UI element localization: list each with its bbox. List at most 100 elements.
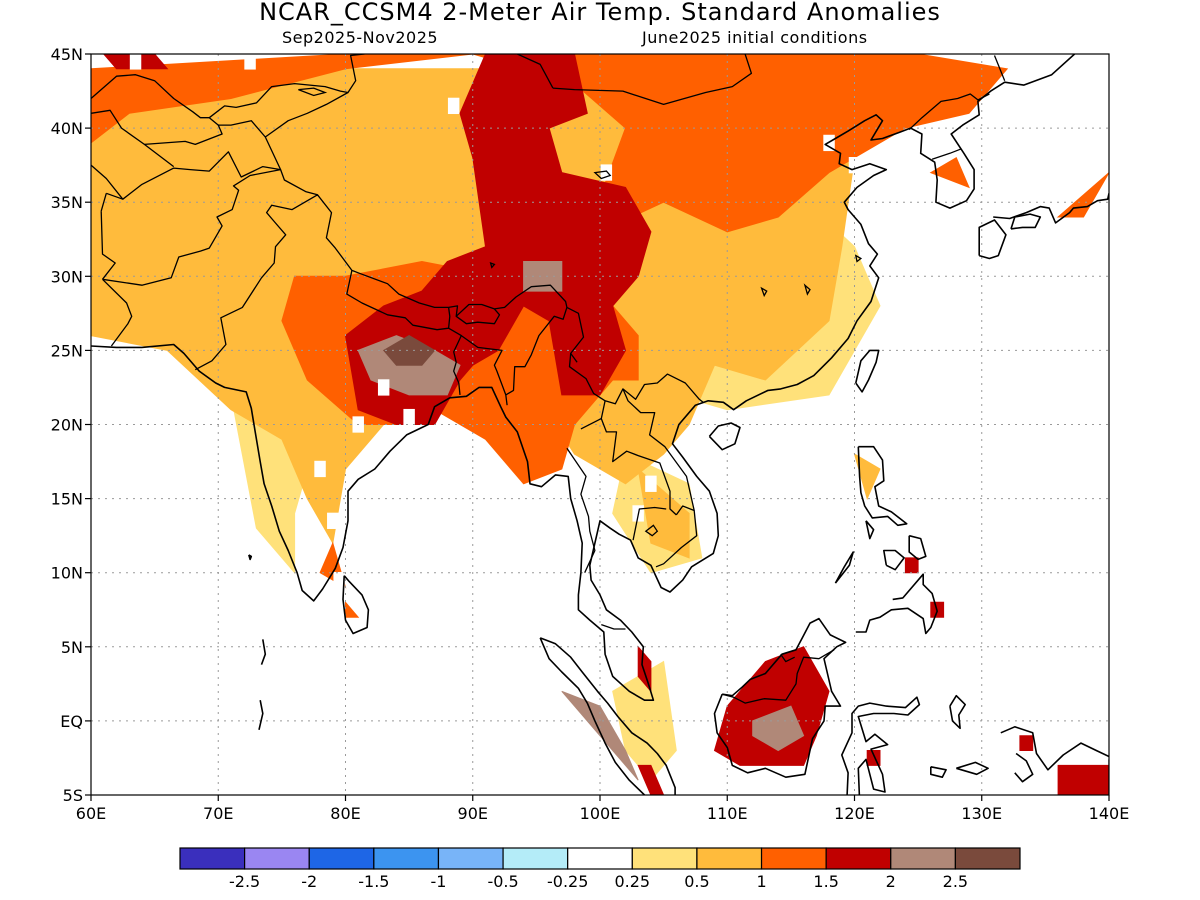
longitude-axis: 60E 70E 80E 90E 100E 110E 120E 130E 140E xyxy=(76,795,1130,823)
coastline-15 xyxy=(956,761,989,776)
coastline-21 xyxy=(248,554,253,561)
colorbar-label-6: 0.25 xyxy=(614,872,650,891)
lake-4 xyxy=(489,261,496,269)
coastline-12 xyxy=(1014,752,1034,783)
coastline-0 xyxy=(91,54,1076,702)
anomaly-region-2-3 xyxy=(1056,172,1109,218)
colorbar-swatch-5 xyxy=(502,847,569,870)
border-17 xyxy=(622,388,695,511)
colorbar-label-11: 2.5 xyxy=(943,872,968,891)
border-10 xyxy=(505,307,568,396)
coastline-5 xyxy=(857,445,908,527)
lat-tick-label-1: 40N xyxy=(51,119,83,138)
border-19 xyxy=(722,649,835,704)
lon-tick-label-8: 140E xyxy=(1089,804,1130,823)
lake-1 xyxy=(593,170,612,180)
lat-tick-label-6: 15N xyxy=(51,490,83,509)
lon-tick-label-1: 70E xyxy=(203,804,233,823)
border-29 xyxy=(517,54,554,89)
border-32 xyxy=(931,148,962,160)
colorbar-label-0: -2.5 xyxy=(229,872,260,891)
border-23 xyxy=(91,109,175,168)
coastline-3 xyxy=(713,617,847,779)
border-22 xyxy=(91,164,124,200)
lake-6 xyxy=(854,254,863,263)
border-15 xyxy=(632,506,667,541)
lake-0 xyxy=(298,87,328,97)
subtitle-initial-conditions: June2025 initial conditions xyxy=(642,28,868,47)
lon-tick-label-5: 110E xyxy=(707,804,748,823)
border-4 xyxy=(102,168,318,286)
blank-cell-7 xyxy=(327,512,339,529)
border-20 xyxy=(780,653,795,663)
lat-tick-label-5: 20N xyxy=(51,416,83,435)
lon-tick-label-3: 90E xyxy=(458,804,488,823)
anomaly-region-1-2 xyxy=(853,453,881,501)
lon-tick-label-4: 100E xyxy=(580,804,621,823)
coastline-2 xyxy=(539,637,676,795)
border-27 xyxy=(264,136,282,170)
colorbar-label-3: -1 xyxy=(430,872,446,891)
colorbar-swatch-8 xyxy=(696,847,763,870)
colorbar-label-9: 1.5 xyxy=(813,872,838,891)
coastline-14 xyxy=(949,694,967,730)
colorbar-swatch-10 xyxy=(825,847,892,870)
colorbar-swatch-1 xyxy=(244,847,310,870)
anomaly-region-3-4 xyxy=(637,764,665,795)
anomaly-region-4-1 xyxy=(523,261,563,292)
blank-cell-11 xyxy=(848,156,861,174)
border-11 xyxy=(570,353,578,363)
colorbar-swatch-11 xyxy=(890,847,956,870)
coastline-7 xyxy=(708,422,741,451)
lon-tick-label-7: 130E xyxy=(961,804,1002,823)
lon-tick-label-2: 80E xyxy=(330,804,360,823)
lat-tick-label-3: 30N xyxy=(51,267,83,286)
anomaly-region-3-6 xyxy=(1019,735,1034,751)
border-31 xyxy=(908,93,990,131)
lon-tick-label-6: 120E xyxy=(834,804,875,823)
border-25 xyxy=(91,74,219,126)
lat-tick-label-4: 25N xyxy=(51,341,83,360)
colorbar-swatch-9 xyxy=(760,847,827,870)
anomaly-region-2-2 xyxy=(929,156,970,189)
border-2 xyxy=(100,211,116,280)
lat-tick-label-0: 45N xyxy=(51,45,83,64)
colorbar-label-2: -1.5 xyxy=(358,872,389,891)
coastlines-and-borders xyxy=(91,54,1109,795)
border-33 xyxy=(993,55,1006,81)
lat-tick-label-2: 35N xyxy=(51,193,83,212)
lat-tick-label-7: 10N xyxy=(51,564,83,583)
coastline-18 xyxy=(882,549,905,571)
coastline-16 xyxy=(929,766,947,779)
coastline-22 xyxy=(260,639,267,665)
border-13 xyxy=(580,418,602,430)
border-24 xyxy=(144,120,266,146)
lake-3 xyxy=(644,524,659,537)
colorbar-swatch-4 xyxy=(437,847,504,870)
blank-cell-0 xyxy=(129,54,142,70)
coastline-8 xyxy=(978,219,1007,260)
latitude-axis: 45N 40N 35N 30N 25N 20N 15N 10N 5N EQ 5S xyxy=(51,45,91,805)
colorbar-label-4: -0.5 xyxy=(487,872,518,891)
colorbar-swatch-3 xyxy=(373,847,440,870)
anomaly-region-2-1 xyxy=(306,290,347,382)
colorbar-swatch-7 xyxy=(631,847,698,870)
colorbar-label-8: 1 xyxy=(756,872,766,891)
border-0 xyxy=(106,151,281,200)
coastline-4 xyxy=(855,573,939,635)
blank-cell-5 xyxy=(403,408,415,426)
border-28 xyxy=(264,91,349,138)
blank-cell-4 xyxy=(377,379,390,396)
lake-5 xyxy=(760,286,768,298)
anomaly-region-3-2 xyxy=(713,646,830,766)
blank-cell-2 xyxy=(447,97,460,115)
anomaly-region-4-3 xyxy=(752,705,805,752)
coastline-23 xyxy=(258,700,264,730)
coastline-13 xyxy=(840,696,921,795)
colorbar-swatch-0 xyxy=(179,847,246,870)
coastline-20 xyxy=(865,520,875,540)
colorbar-label-7: 0.5 xyxy=(684,872,709,891)
colorbar-label-10: 2 xyxy=(886,872,896,891)
colorbar-label-5: -0.25 xyxy=(547,872,588,891)
